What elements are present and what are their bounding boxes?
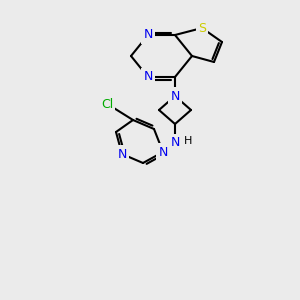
Text: N: N [143, 70, 153, 83]
Text: Cl: Cl [101, 98, 113, 112]
Text: N: N [117, 148, 127, 160]
Text: H: H [184, 136, 192, 146]
Text: N: N [170, 136, 180, 149]
Text: N: N [170, 89, 180, 103]
Text: N: N [143, 28, 153, 41]
Text: N: N [158, 146, 168, 158]
Text: S: S [198, 22, 206, 34]
